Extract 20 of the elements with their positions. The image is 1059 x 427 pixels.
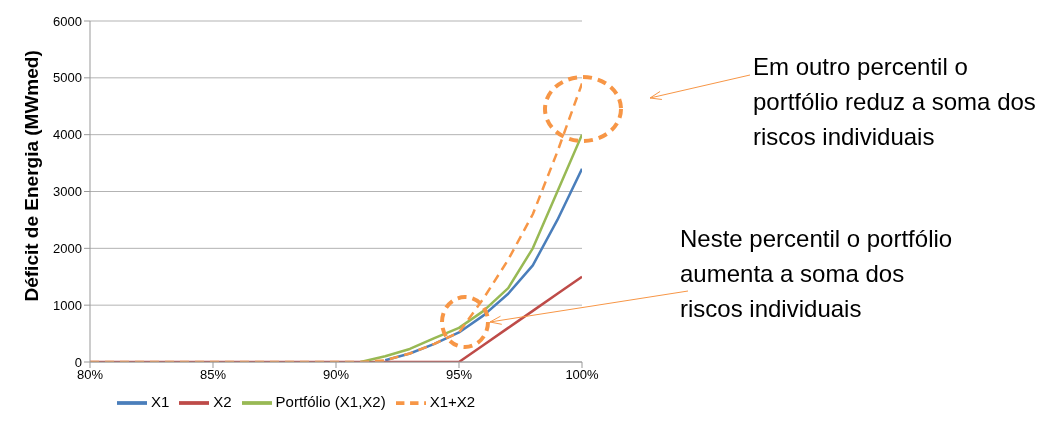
y-tick-label: 0 [74,354,82,370]
x-tick-label: 85% [199,367,227,383]
legend-label: X1 [150,392,170,410]
y-tick-label: 3000 [53,184,82,200]
text: Em outro percentil o portfólio reduz a soma dos riscos individuais [753,52,1036,152]
y-tick-label: 1000 [53,297,82,313]
x-tick-label: 90% [322,367,350,383]
x-tick-label: 95% [445,367,473,383]
y-tick-label: 6000 [53,13,82,29]
y-tick-label: 5000 [53,70,82,86]
text: Neste percentil o portfólio aumenta a soma dos riscos individuais [680,224,953,324]
x-tick-label: 80% [76,367,104,383]
legend-label: Portfólio (X1,X2) [275,392,386,410]
y-tick-label: 4000 [53,127,82,143]
line-series [359,133,582,362]
y-tick-label: 2000 [53,240,82,256]
x-tick-label: 100% [565,367,600,383]
legend-label: X2 [213,392,232,410]
y-axis-title: Déficit de Energia (MWmed) [20,50,42,302]
legend-label: X1+X2 [429,392,476,410]
